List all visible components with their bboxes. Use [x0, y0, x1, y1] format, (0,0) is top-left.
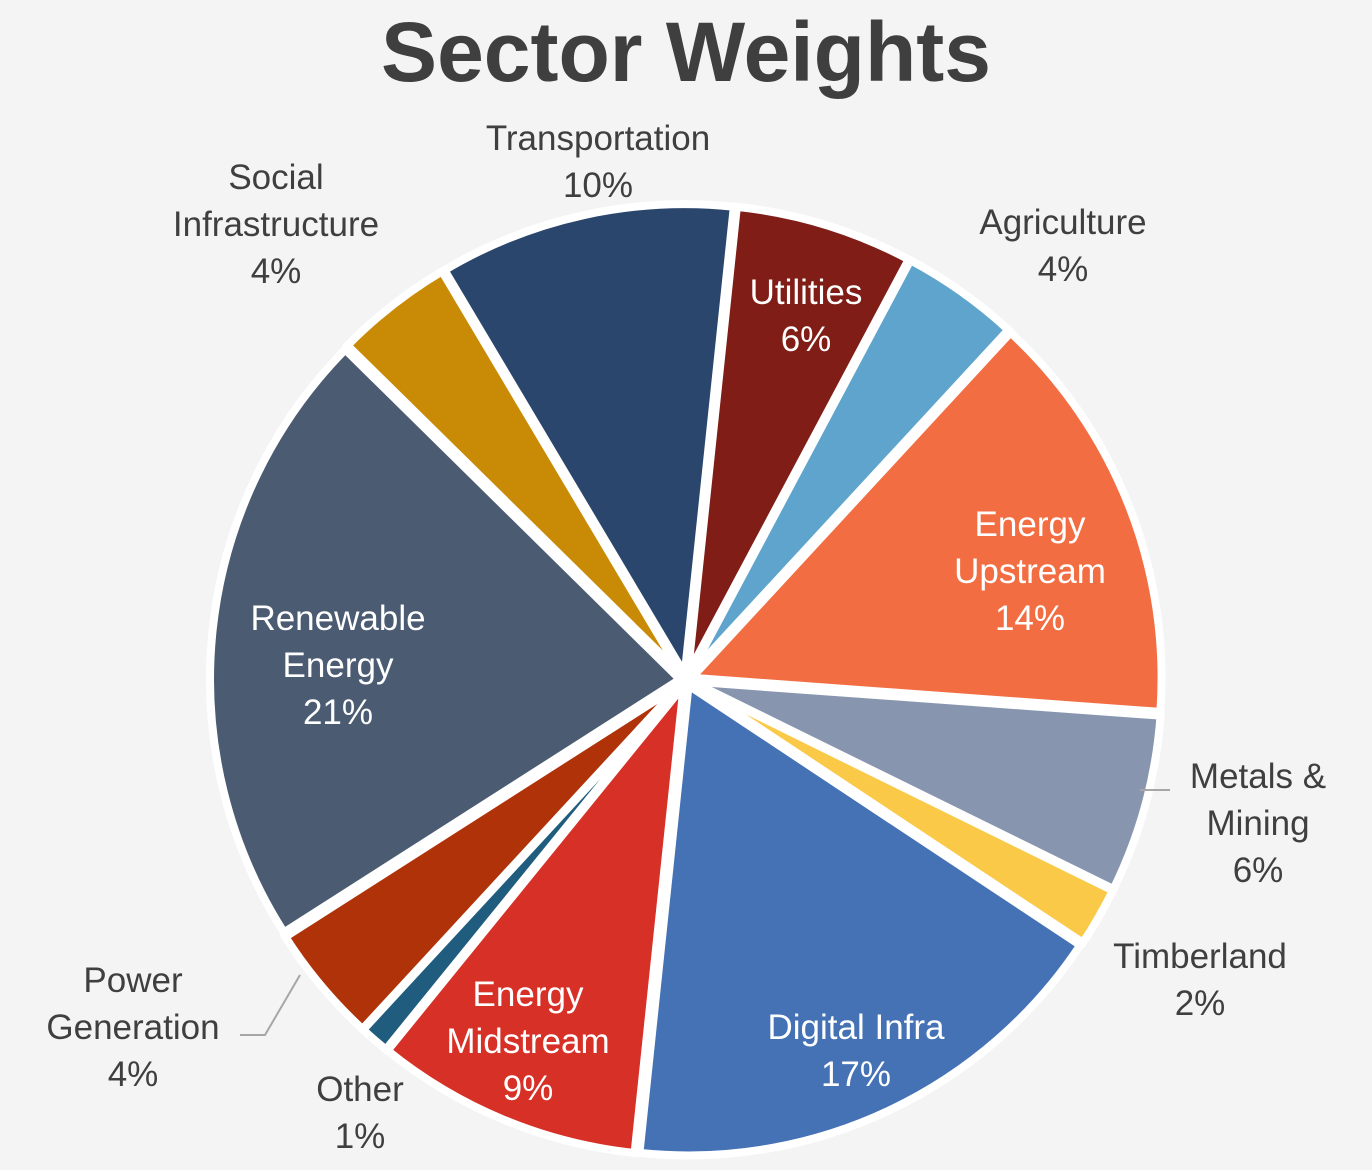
slice-label-energy-midstream: Energy Midstream 9% [446, 975, 609, 1108]
chart-title: Sector Weights [381, 5, 991, 99]
pie-slice-energy-upstream [683, 326, 1166, 717]
pie-slice-utilities [683, 202, 915, 677]
slice-label-timberland: Timberland 2% [1113, 937, 1287, 1023]
pie-slice-renewable-energy [206, 343, 687, 938]
slice-label-agriculture: Agriculture 4% [979, 203, 1146, 289]
slice-label-transportation: Transportation 10% [486, 119, 710, 205]
pie-slice-transportation [439, 200, 739, 687]
slice-label-metals-mining: Metals & Mining 6% [1190, 757, 1326, 890]
slice-label-social-infrastructure: Social Infrastructure 4% [173, 158, 379, 291]
slice-label-digital-infra: Digital Infra 17% [767, 1008, 945, 1094]
pie-slice-energy-midstream [381, 672, 690, 1158]
slice-label-other: Other 1% [316, 1070, 404, 1156]
slice-label-energy-upstream: Energy Upstream 14% [954, 505, 1106, 638]
pie-slice-digital-infra [635, 678, 1086, 1160]
pie-slice-power-generation [279, 680, 685, 1035]
leader-line [240, 974, 301, 1036]
slice-label-utilities: Utilities 6% [750, 273, 863, 359]
slice-label-power-generation: Power Generation 4% [46, 961, 219, 1094]
slice-label-renewable-energy: Renewable Energy 21% [250, 599, 425, 732]
pie-slice-metals-mining [690, 677, 1165, 895]
